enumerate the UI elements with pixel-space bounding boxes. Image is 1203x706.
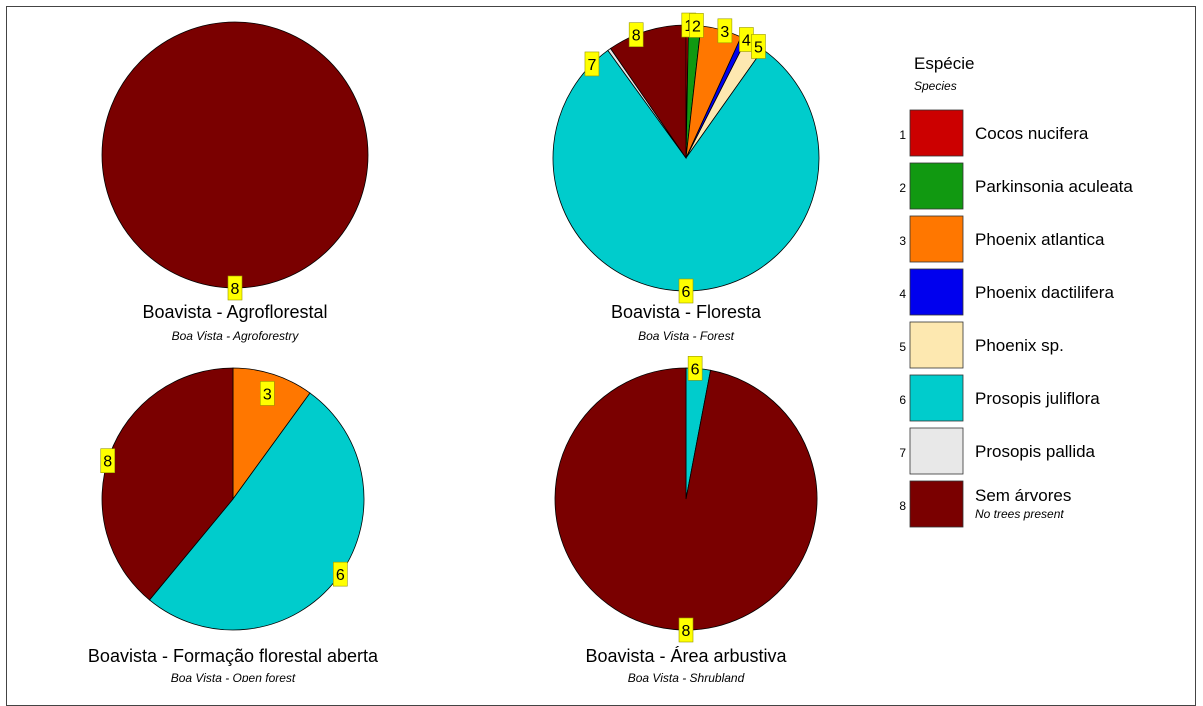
- legend-swatch: [909, 109, 964, 157]
- svg-text:6: 6: [691, 361, 700, 378]
- slice-label-6: 6: [678, 278, 694, 304]
- svg-text:Parkinsonia aculeata: Parkinsonia aculeata: [975, 177, 1133, 196]
- svg-text:4: 4: [742, 32, 751, 49]
- pie-subtitle: Boa Vista - Open forest: [171, 671, 296, 682]
- legend-swatch: [909, 427, 964, 475]
- svg-text:Phoenix dactilifera: Phoenix dactilifera: [975, 283, 1114, 302]
- svg-text:2: 2: [692, 18, 701, 35]
- slice-label-6: 6: [687, 356, 703, 381]
- slice-label-7: 7: [584, 51, 600, 77]
- slice-label-8: 8: [100, 448, 116, 473]
- slice-label-3: 3: [260, 381, 275, 406]
- svg-text:8: 8: [632, 28, 641, 45]
- svg-text:5: 5: [899, 340, 906, 354]
- legend-item-1: 1 Cocos nucifera: [899, 109, 1089, 157]
- legend-subtitle: Species: [914, 79, 957, 93]
- svg-text:1: 1: [684, 18, 693, 35]
- svg-text:Prosopis pallida: Prosopis pallida: [975, 442, 1096, 461]
- pie-slice-8: [554, 367, 818, 631]
- legend-title: Espécie: [914, 54, 974, 73]
- svg-text:3: 3: [899, 234, 906, 248]
- legend-item-7: 7 Prosopis pallida: [899, 427, 1096, 475]
- slice-label-8: 8: [678, 617, 694, 643]
- svg-text:8: 8: [103, 454, 112, 471]
- legend-item-8: 8 Sem árvores No trees present: [899, 480, 1071, 528]
- svg-text:Prosopis juliflora: Prosopis juliflora: [975, 389, 1100, 408]
- svg-text:3: 3: [263, 386, 272, 403]
- slice-label-8: 8: [628, 22, 644, 47]
- pie-title: Boavista - Área arbustiva: [585, 646, 787, 666]
- pie-slice-8: [101, 21, 369, 289]
- legend-swatch: [909, 321, 964, 369]
- svg-text:5: 5: [754, 39, 763, 56]
- legend-swatch: [909, 162, 964, 210]
- svg-text:No trees present: No trees present: [975, 507, 1064, 521]
- svg-text:6: 6: [899, 393, 906, 407]
- pie-chart-3: 3 6 8 Boavista - Formação florestal aberta B…: [88, 367, 379, 682]
- svg-text:8: 8: [682, 623, 691, 640]
- pie-title: Boavista - Agroflorestal: [142, 302, 327, 322]
- legend-swatch: [909, 374, 964, 422]
- svg-text:6: 6: [682, 284, 691, 301]
- slice-label-3: 3: [717, 18, 733, 44]
- svg-text:3: 3: [720, 24, 729, 41]
- legend-swatch: [909, 215, 964, 263]
- pie-chart-2: 12 34 5 6 7 8 Boavista - Floresta Boa Vista - F…: [552, 12, 820, 343]
- legend-item-3: 3 Phoenix atlantica: [899, 215, 1105, 263]
- legend-item-4: 4 Phoenix dactilifera: [899, 268, 1114, 316]
- pie-subtitle: Boa Vista - Agroforestry: [172, 329, 300, 343]
- slice-label-2: 2: [689, 13, 704, 38]
- legend-item-6: 6 Prosopis juliflora: [899, 374, 1100, 422]
- svg-text:Cocos nucifera: Cocos nucifera: [975, 124, 1089, 143]
- pie-subtitle: Boa Vista - Forest: [638, 329, 734, 343]
- svg-text:7: 7: [588, 57, 597, 74]
- svg-text:4: 4: [899, 287, 906, 301]
- svg-text:Phoenix atlantica: Phoenix atlantica: [975, 230, 1105, 249]
- svg-text:1: 1: [899, 128, 906, 142]
- svg-text:6: 6: [336, 567, 345, 584]
- slice-label-5: 5: [751, 34, 766, 59]
- legend: Espécie Species 1 Cocos nucifera 2 Parkinsoni…: [899, 54, 1133, 528]
- legend-swatch: [909, 480, 964, 528]
- pie-title: Boavista - Formação florestal aberta: [88, 646, 379, 666]
- pie-chart-4: 6 8 Boavista - Área arbustiva Boa Vista - S…: [554, 356, 818, 682]
- svg-text:2: 2: [899, 181, 906, 195]
- svg-text:8: 8: [899, 499, 906, 513]
- pie-title: Boavista - Floresta: [611, 302, 762, 322]
- legend-item-5: 5 Phoenix sp.: [899, 321, 1064, 369]
- svg-text:7: 7: [899, 446, 906, 460]
- svg-text:8: 8: [231, 281, 240, 298]
- slice-label-8: 8: [227, 275, 243, 301]
- legend-swatch: [909, 268, 964, 316]
- svg-text:Phoenix sp.: Phoenix sp.: [975, 336, 1064, 355]
- legend-item-2: 2 Parkinsonia aculeata: [899, 162, 1133, 210]
- slice-label-6: 6: [333, 561, 348, 587]
- pie-subtitle: Boa Vista - Shrubland: [628, 671, 745, 682]
- pie-charts-figure: 8 Boavista - Agroflorestal Boa Vista - Agr…: [88, 12, 1133, 682]
- pie-slice-3: [232, 367, 311, 501]
- pie-chart-1: 8 Boavista - Agroflorestal Boa Vista - Agr…: [101, 21, 369, 343]
- svg-text:Sem árvores: Sem árvores: [975, 486, 1071, 505]
